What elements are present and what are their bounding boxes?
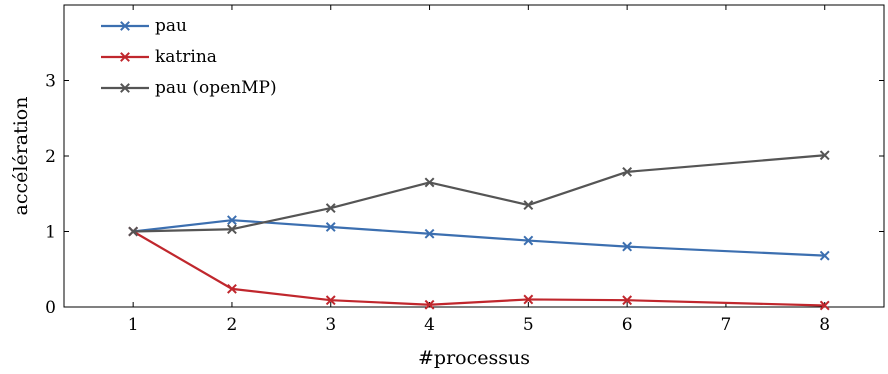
y-tick-label: 1 — [45, 223, 56, 243]
legend-entry: katrina — [101, 47, 217, 67]
x-tick-label: 7 — [721, 315, 732, 335]
series-line — [132, 230, 825, 307]
series-layer — [128, 150, 830, 311]
data-point — [227, 215, 237, 226]
data-point — [622, 166, 633, 177]
legend: pau katrina pau (openMP) — [101, 16, 277, 98]
data-point — [424, 177, 435, 188]
x-tick-label: 1 — [128, 315, 139, 335]
data-point — [819, 300, 830, 311]
data-point — [325, 203, 336, 214]
series-2 — [128, 226, 830, 311]
y-tick-label: 3 — [45, 72, 56, 92]
legend-label: pau — [155, 16, 187, 36]
data-point — [523, 200, 534, 210]
legend-label: katrina — [155, 47, 217, 67]
series-line — [133, 219, 825, 257]
legend-label: pau (openMP) — [155, 78, 277, 98]
data-point — [523, 294, 534, 305]
x-tick-label: 5 — [523, 315, 534, 335]
data-point — [622, 295, 633, 306]
data-point — [325, 295, 336, 306]
data-point — [622, 241, 633, 252]
data-point — [128, 226, 139, 237]
x-axis-label: #processus — [418, 347, 530, 369]
x-tick-label: 4 — [424, 315, 435, 335]
x-tick-label: 3 — [325, 315, 336, 335]
legend-marker — [120, 52, 130, 62]
legend-marker — [120, 83, 130, 93]
x-tick-label: 6 — [622, 315, 633, 335]
data-point — [424, 228, 435, 239]
legend-entry: pau (openMP) — [101, 78, 277, 98]
data-point — [819, 250, 830, 261]
x-tick-label: 2 — [227, 315, 238, 335]
data-point — [227, 224, 237, 235]
series-1 — [128, 215, 830, 261]
data-point — [325, 222, 336, 232]
data-point — [227, 283, 237, 294]
series-3 — [128, 150, 830, 237]
y-axis-label: accélération — [10, 97, 32, 216]
data-point — [819, 150, 830, 161]
data-point — [523, 235, 534, 246]
legend-marker — [120, 21, 130, 31]
x-tick-label: 8 — [819, 315, 830, 335]
data-point — [424, 299, 435, 310]
y-tick-label: 0 — [45, 298, 56, 318]
y-tick-label: 2 — [45, 147, 56, 167]
axis-ticks: 1 2 3 4 5 6 7 8 0 1 2 3 — [45, 5, 884, 335]
legend-entry: pau — [101, 16, 187, 36]
